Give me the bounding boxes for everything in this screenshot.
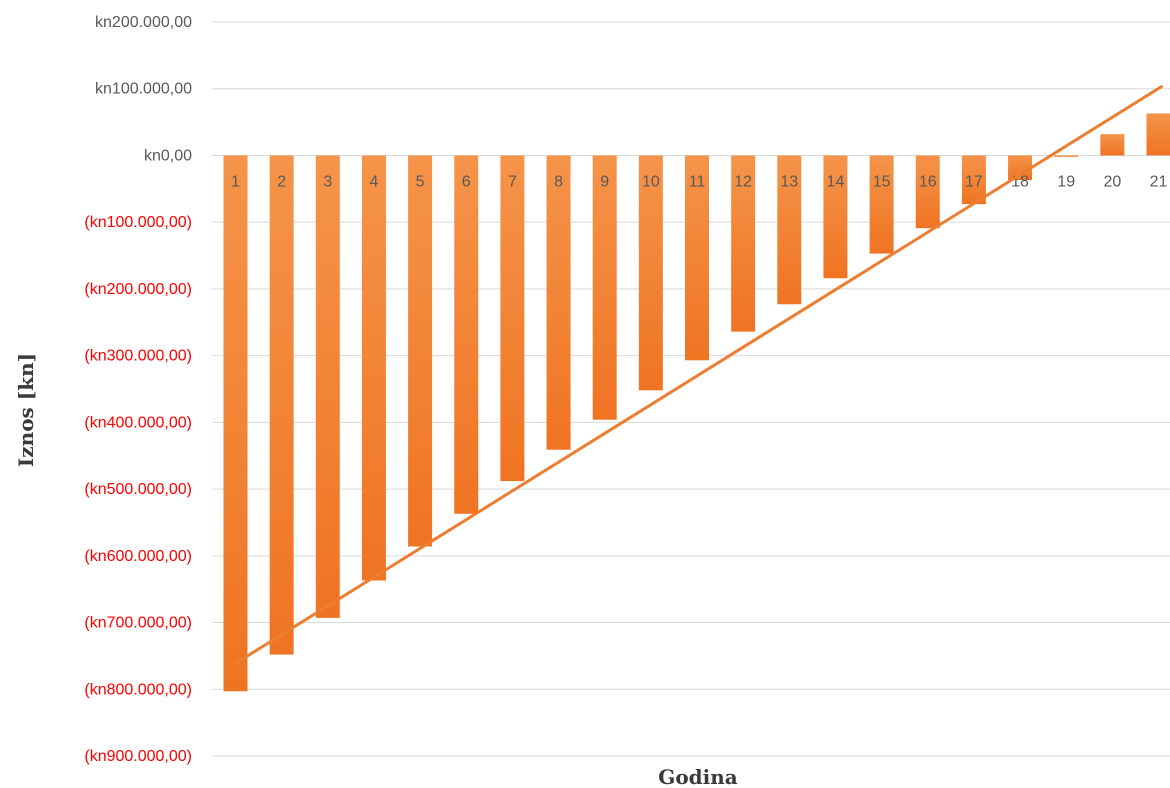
y-tick-label: (kn500.000,00): [84, 481, 192, 498]
x-tick-label: 13: [780, 173, 798, 190]
x-tick-label: 5: [416, 173, 425, 190]
x-tick-label: 21: [1150, 173, 1168, 190]
bar: [638, 155, 663, 391]
x-tick-label: 20: [1103, 173, 1121, 190]
trendline: [234, 85, 1163, 665]
y-tick-label: kn100.000,00: [95, 81, 192, 98]
x-tick-label: 1: [231, 173, 240, 190]
bar: [685, 155, 709, 361]
x-tick-label: 7: [508, 173, 517, 190]
x-tick-label: 11: [689, 173, 706, 190]
bar: [1146, 113, 1170, 156]
x-tick-label: 4: [369, 173, 378, 190]
bar: [408, 155, 433, 547]
bar: [546, 155, 571, 450]
y-tick-label: kn0,00: [144, 147, 192, 164]
bar: [592, 155, 617, 420]
y-tick-label: (kn100.000,00): [84, 214, 192, 231]
x-tick-label: 17: [965, 173, 983, 190]
bar: [731, 155, 756, 332]
x-tick-label: 2: [277, 173, 286, 190]
y-tick-label: (kn900.000,00): [84, 748, 192, 765]
x-tick-label: 3: [323, 173, 332, 190]
x-tick-label: 8: [554, 173, 563, 190]
bar: [269, 155, 294, 655]
bar: [961, 155, 986, 205]
x-tick-label: 10: [642, 173, 660, 190]
y-tick-label: (kn800.000,00): [84, 681, 192, 698]
bars: [223, 113, 1170, 692]
y-tick-label: (kn600.000,00): [84, 548, 192, 565]
bar: [915, 155, 940, 229]
bar: [777, 155, 802, 305]
x-tick-label: 12: [734, 173, 752, 190]
x-tick-label: 6: [462, 173, 471, 190]
bar: [869, 155, 894, 254]
bar: [454, 155, 479, 514]
bar: [500, 155, 525, 482]
y-tick-label: (kn300.000,00): [84, 348, 192, 365]
x-tick-label: 9: [600, 173, 609, 190]
bar: [361, 155, 386, 581]
bar: [823, 155, 848, 279]
y-tick-label: (kn700.000,00): [84, 615, 192, 632]
y-tick-label: kn200.000,00: [95, 14, 192, 31]
x-tick-label: 15: [873, 173, 891, 190]
bar: [1100, 134, 1125, 156]
x-tick-label: 16: [919, 173, 937, 190]
x-tick-label: 14: [827, 173, 845, 190]
y-tick-label: (kn400.000,00): [84, 414, 192, 431]
y-tick-label: (kn200.000,00): [84, 281, 192, 298]
x-axis-tick-labels: 1 2 3 4 5 6 7 8 9 10 11 12 13 14 15 16 17 18 19 20 21: [231, 173, 1167, 190]
trendline-group: [234, 85, 1163, 665]
x-axis-title: Godina: [658, 765, 738, 788]
y-axis-title: Iznos [kn]: [14, 353, 38, 467]
bar: [223, 155, 248, 692]
bar: [315, 155, 340, 618]
bar: [1054, 155, 1079, 157]
x-tick-label: 19: [1057, 173, 1075, 190]
y-axis-tick-labels: kn200.000,00 kn100.000,00 kn0,00 (kn100.000…: [84, 14, 192, 765]
gridlines: [212, 21, 1170, 757]
